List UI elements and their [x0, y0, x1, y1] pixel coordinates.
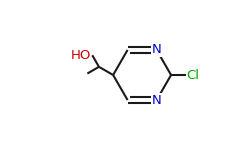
Text: N: N — [152, 94, 162, 107]
Text: Cl: Cl — [187, 69, 200, 81]
Text: N: N — [152, 43, 162, 56]
Text: HO: HO — [71, 49, 92, 62]
